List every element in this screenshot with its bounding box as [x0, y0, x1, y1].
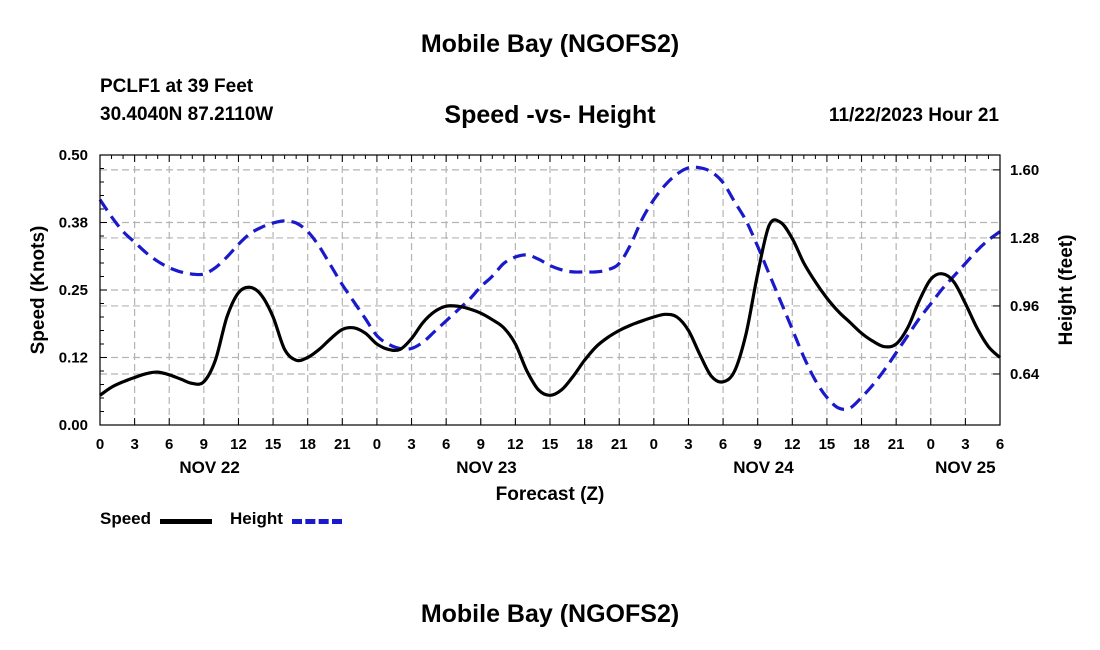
x-date-label: NOV 23 [456, 458, 516, 477]
x-tick-label: 18 [853, 436, 870, 453]
x-tick-label: 3 [130, 436, 138, 453]
x-tick-label: 3 [961, 436, 969, 453]
x-tick-label: 12 [784, 436, 801, 453]
speed-height-chart: 0 3 6 9 12 15 18 21 0 3 6 9 12 15 18 21 0 3 6 9 12 15 18 21 0 3 6N… [28, 147, 1077, 505]
x-date-label: NOV 22 [179, 458, 239, 477]
y-tick-label: 0.50 [59, 147, 88, 164]
y2-tick-label: 0.96 [1010, 298, 1039, 315]
x-tick-label: 15 [819, 436, 836, 453]
legend-speed-label: Speed [100, 509, 152, 528]
x-tick-label: 3 [407, 436, 415, 453]
y2-tick-label: 0.64 [1010, 366, 1040, 383]
x-date-label: NOV 24 [733, 458, 794, 477]
x-tick-label: 21 [334, 436, 351, 453]
legend-height-swatch [292, 519, 342, 524]
main-title: Mobile Bay (NGOFS2) [420, 30, 680, 58]
x-tick-label: 21 [888, 436, 905, 453]
x-tick-label: 21 [611, 436, 628, 453]
x-tick-label: 6 [442, 436, 450, 453]
x-tick-label: 15 [265, 436, 282, 453]
chart-title: Speed -vs- Height [444, 101, 656, 129]
x-tick-label: 0 [373, 436, 381, 453]
x-tick-label: 6 [719, 436, 727, 453]
x-tick-label: 9 [754, 436, 762, 453]
x-tick-label: 6 [996, 436, 1004, 453]
x-tick-label: 18 [576, 436, 593, 453]
x-tick-label: 12 [230, 436, 247, 453]
x-tick-label: 18 [299, 436, 316, 453]
legend-speed-swatch [160, 519, 212, 524]
y2-tick-label: 1.28 [1010, 230, 1039, 247]
footer-title: Mobile Bay (NGOFS2) [420, 600, 680, 628]
x-tick-label: 0 [927, 436, 935, 453]
station-label: PCLF1 at 39 Feet [100, 76, 254, 97]
x-tick-label: 9 [477, 436, 485, 453]
x-tick-label: 6 [165, 436, 173, 453]
x-tick-label: 12 [507, 436, 524, 453]
grid [100, 155, 1000, 425]
series-line-speed [99, 218, 1002, 397]
x-date-label: NOV 25 [935, 458, 995, 477]
y-tick-label: 0.25 [59, 282, 88, 299]
y2-tick-label: 1.60 [1010, 162, 1039, 179]
axes: 0 3 6 9 12 15 18 21 0 3 6 9 12 15 18 21 0 3 6 9 12 15 18 21 0 3 6N… [59, 147, 1040, 477]
legend-height-label: Height [230, 509, 283, 528]
y-tick-label: 0.00 [59, 417, 88, 434]
y2-axis-label: Height (feet) [1056, 235, 1077, 346]
station-coordinates: 30.4040N 87.2110W [100, 104, 274, 125]
x-tick-label: 15 [542, 436, 559, 453]
y-axis-label: Speed (Knots) [28, 226, 49, 355]
forecast-datetime: 11/22/2023 Hour 21 [828, 105, 999, 126]
x-tick-label: 9 [200, 436, 208, 453]
x-tick-label: 3 [684, 436, 692, 453]
y-tick-label: 0.12 [59, 350, 88, 367]
x-axis-label: Forecast (Z) [496, 484, 605, 505]
y-tick-label: 0.38 [59, 215, 88, 232]
series-layer [98, 165, 1002, 411]
x-tick-label: 0 [96, 436, 104, 453]
x-tick-label: 0 [650, 436, 658, 453]
